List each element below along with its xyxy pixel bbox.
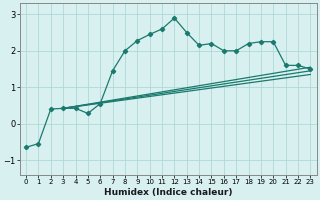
X-axis label: Humidex (Indice chaleur): Humidex (Indice chaleur): [104, 188, 232, 197]
